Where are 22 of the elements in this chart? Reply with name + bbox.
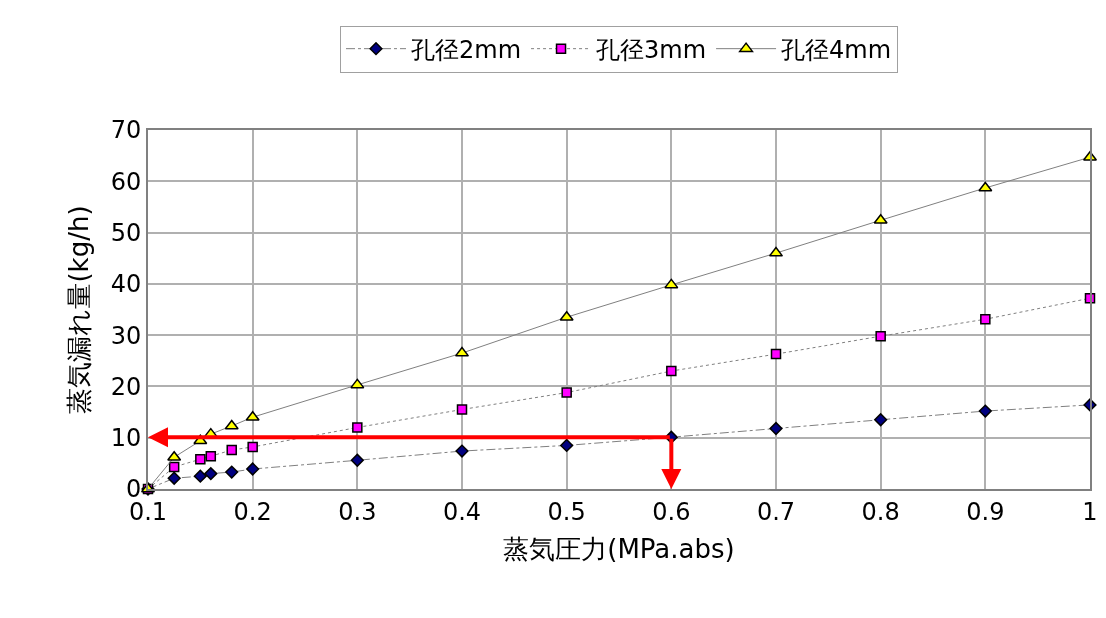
y-tick-label: 50 bbox=[110, 218, 142, 247]
x-tick-label: 0.4 bbox=[442, 497, 482, 526]
x-tick-label: 0.9 bbox=[966, 497, 1005, 526]
legend-label: 孔径4mm bbox=[781, 36, 892, 65]
y-tick-label: 10 bbox=[110, 424, 142, 453]
x-tick-label: 1 bbox=[1082, 497, 1098, 526]
x-tick-label: 0.7 bbox=[756, 497, 796, 526]
y-tick-label: 20 bbox=[110, 372, 142, 401]
legend-label: 孔径2mm bbox=[411, 36, 522, 65]
legend-label: 孔径3mm bbox=[596, 36, 707, 65]
x-tick-label: 0.8 bbox=[861, 497, 900, 526]
y-tick-label: 60 bbox=[110, 167, 142, 196]
x-tick-label: 0.6 bbox=[652, 497, 691, 526]
y-axis-title: 蒸気漏れ量(kg/h) bbox=[63, 205, 94, 414]
y-tick-label: 70 bbox=[110, 116, 142, 145]
y-tick-label: 30 bbox=[110, 321, 142, 350]
x-axis-title: 蒸気圧力(MPa.abs) bbox=[503, 534, 735, 564]
x-tick-label: 0.5 bbox=[547, 497, 586, 526]
x-tick-label: 0.1 bbox=[128, 497, 168, 526]
x-tick-label: 0.2 bbox=[233, 497, 272, 526]
x-tick-label: 0.3 bbox=[338, 497, 377, 526]
y-tick-label: 40 bbox=[110, 270, 142, 299]
